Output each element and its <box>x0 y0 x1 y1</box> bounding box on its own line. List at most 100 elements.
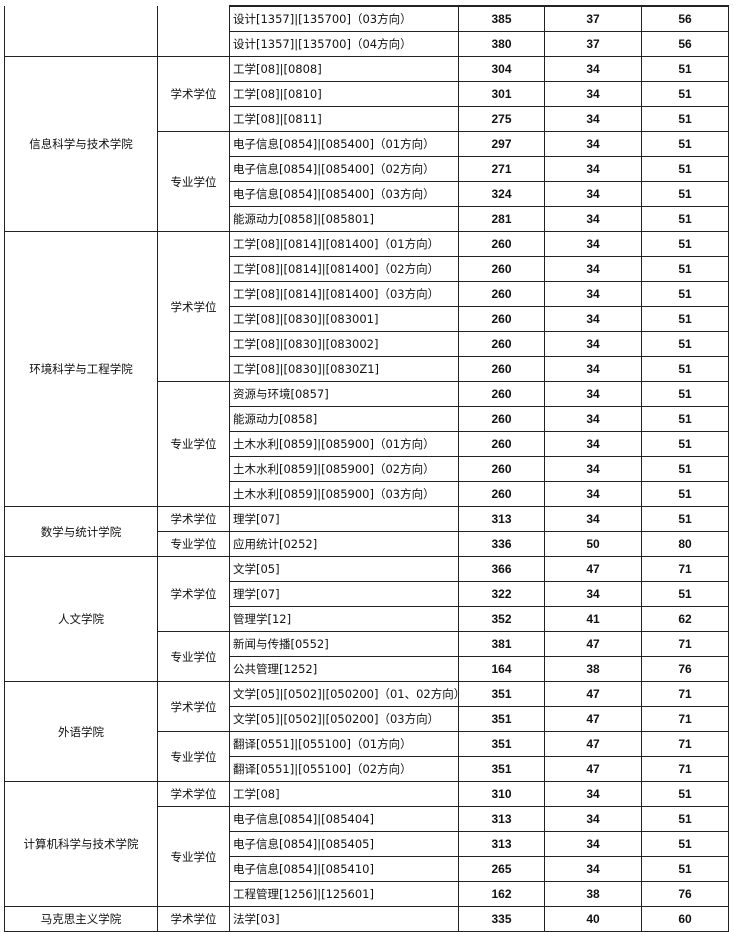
major: 应用统计[0252] <box>229 531 459 557</box>
single-subject-150: 51 <box>641 181 729 207</box>
single-subject-150: 71 <box>641 706 729 732</box>
major: 工学[08]|[0810] <box>229 81 459 107</box>
single-subject-150: 51 <box>641 56 729 82</box>
single-subject-100: 47 <box>544 706 642 732</box>
table-row: 专业学位 电子信息[0854]|[085404] 313 34 51 <box>5 806 729 907</box>
single-subject-100: 34 <box>544 356 642 382</box>
single-subject-100: 34 <box>544 581 642 607</box>
major: 电子信息[0854]|[085400]（03方向） <box>229 181 459 207</box>
single-subject-100: 34 <box>544 206 642 232</box>
table-row: 工学[08]|[0811] 275 34 51 <box>5 106 729 132</box>
single-subject-100: 34 <box>544 781 642 807</box>
major: 公共管理[1252] <box>229 656 459 682</box>
total-score: 260 <box>458 306 545 332</box>
major: 工学[08]|[0814]|[081400]（03方向） <box>229 281 459 307</box>
table-row: 马克思主义学院 学术学位 法学[03] 335 40 60 <box>4 906 729 932</box>
table-row: 管理学[12] 352 41 62 <box>5 606 729 632</box>
table-row: 理学[07] 322 34 51 <box>5 581 729 607</box>
single-subject-150: 51 <box>641 206 729 232</box>
degree-type: 专业学位 <box>157 631 230 682</box>
single-subject-150: 71 <box>641 556 729 582</box>
table-row: 翻译[0551]|[055100]（02方向） 351 47 71 <box>5 756 729 782</box>
major: 土木水利[0859]|[085900]（02方向） <box>229 456 459 482</box>
major: 设计[1357]|[135700]（03方向） <box>229 5 459 32</box>
major: 工学[08]|[0830]|[083001] <box>229 306 459 332</box>
total-score: 366 <box>458 556 545 582</box>
college-name: 数学与统计学院 <box>4 506 158 557</box>
single-subject-100: 34 <box>544 406 642 432</box>
single-subject-100: 47 <box>544 756 642 782</box>
degree-type <box>157 6 230 57</box>
single-subject-150: 51 <box>641 406 729 432</box>
total-score: 164 <box>458 656 545 682</box>
total-score: 313 <box>458 506 545 532</box>
major: 文学[05]|[0502]|[050200]（01、02方向） <box>229 681 459 707</box>
single-subject-150: 51 <box>641 331 729 357</box>
major: 工程管理[1256]|[125601] <box>229 881 459 907</box>
total-score: 301 <box>458 81 545 107</box>
major: 翻译[0551]|[055100]（02方向） <box>229 756 459 782</box>
total-score: 385 <box>458 5 545 32</box>
single-subject-100: 34 <box>544 306 642 332</box>
table-row: 电子信息[0854]|[085405] 313 34 51 <box>5 831 729 857</box>
score-table: 设计[1357]|[135700]（03方向） 385 37 56 设计[1357]|[… <box>4 5 729 932</box>
table-row: 计算机科学与技术学院 学术学位 工学[08] 310 34 51 <box>4 781 729 907</box>
total-score: 313 <box>458 831 545 857</box>
table-row: 土木水利[0859]|[085900]（02方向） 260 34 51 <box>5 456 729 482</box>
total-score: 336 <box>458 531 545 557</box>
table-row: 能源动力[0858]|[085801] 281 34 51 <box>5 206 729 232</box>
single-subject-150: 71 <box>641 631 729 657</box>
single-subject-150: 51 <box>641 456 729 482</box>
total-score: 322 <box>458 581 545 607</box>
single-subject-150: 51 <box>641 856 729 882</box>
total-score: 351 <box>458 756 545 782</box>
degree-type: 学术学位 <box>157 906 230 932</box>
single-subject-150: 51 <box>641 306 729 332</box>
major: 土木水利[0859]|[085900]（01方向） <box>229 431 459 457</box>
single-subject-100: 34 <box>544 181 642 207</box>
single-subject-100: 34 <box>544 481 642 507</box>
college-name: 计算机科学与技术学院 <box>4 781 158 907</box>
major: 能源动力[0858]|[085801] <box>229 206 459 232</box>
total-score: 260 <box>458 456 545 482</box>
degree-type: 学术学位 <box>157 56 230 132</box>
degree-type: 专业学位 <box>157 131 230 232</box>
single-subject-150: 51 <box>641 131 729 157</box>
degree-type: 学术学位 <box>157 556 230 632</box>
total-score: 281 <box>458 206 545 232</box>
table-row: 外语学院 学术学位 文学[05]|[0502]|[050200]（01、02方向） 3… <box>4 681 729 782</box>
single-subject-100: 34 <box>544 381 642 407</box>
single-subject-100: 34 <box>544 156 642 182</box>
table-row: 环境科学与工程学院 学术学位 工学[08]|[0814]|[081400]（01方向… <box>4 231 729 507</box>
major: 法学[03] <box>229 906 459 932</box>
table-row: 专业学位 电子信息[0854]|[085400]（01方向） 297 34 51 <box>5 131 729 232</box>
single-subject-100: 41 <box>544 606 642 632</box>
major: 电子信息[0854]|[085404] <box>229 806 459 832</box>
major: 工学[08]|[0811] <box>229 106 459 132</box>
total-score: 351 <box>458 706 545 732</box>
total-score: 260 <box>458 481 545 507</box>
single-subject-150: 51 <box>641 831 729 857</box>
single-subject-100: 37 <box>544 31 642 57</box>
table-row: 设计[1357]|[135700]（03方向） 385 37 56 <box>4 5 729 57</box>
total-score: 381 <box>458 631 545 657</box>
table-row: 工学[08]|[0830]|[083001] 260 34 51 <box>5 306 729 332</box>
table-row: 设计[1357]|[135700]（04方向） 380 37 56 <box>5 31 729 57</box>
single-subject-150: 51 <box>641 106 729 132</box>
table-row: 人文学院 学术学位 文学[05] 366 47 71 <box>4 556 729 682</box>
single-subject-100: 34 <box>544 281 642 307</box>
single-subject-100: 34 <box>544 256 642 282</box>
table-row: 文学[05]|[0502]|[050200]（03方向） 351 47 71 <box>5 706 729 732</box>
degree-type: 专业学位 <box>157 531 230 557</box>
major: 工学[08] <box>229 781 459 807</box>
major: 土木水利[0859]|[085900]（03方向） <box>229 481 459 507</box>
single-subject-100: 47 <box>544 631 642 657</box>
major: 管理学[12] <box>229 606 459 632</box>
major: 工学[08]|[0808] <box>229 56 459 82</box>
major: 工学[08]|[0814]|[081400]（02方向） <box>229 256 459 282</box>
single-subject-150: 51 <box>641 781 729 807</box>
major: 电子信息[0854]|[085410] <box>229 856 459 882</box>
single-subject-100: 34 <box>544 456 642 482</box>
table-row: 专业学位 资源与环境[0857] 260 34 51 <box>5 381 729 507</box>
college-name: 马克思主义学院 <box>4 906 158 932</box>
